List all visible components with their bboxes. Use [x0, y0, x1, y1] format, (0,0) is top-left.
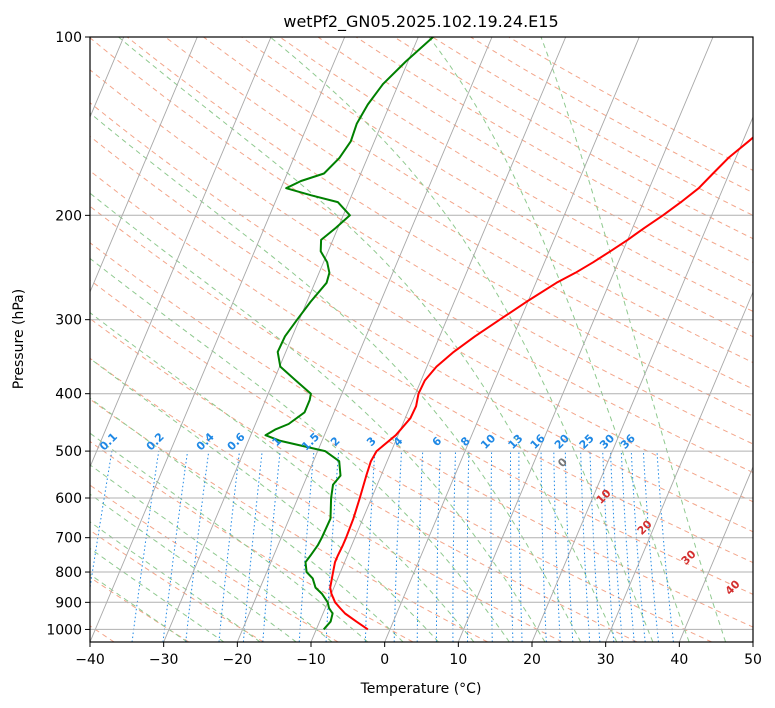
moist-adiabat-line [90, 573, 188, 642]
y-tick-label: 500 [55, 444, 82, 460]
x-axis: −40 −30 −20 −10 0 10 20 30 40 50 [75, 642, 762, 668]
moist-adiabat-line [90, 397, 404, 642]
isotherm-line [236, 37, 493, 642]
dry-adiabat-line [240, 37, 753, 338]
mixing-ratio-line [242, 451, 263, 642]
dry-adiabat-line [90, 37, 753, 445]
moist-adiabat-line [90, 112, 582, 642]
y-tick-label: 800 [55, 565, 82, 581]
moist-adiabat-line [118, 37, 618, 642]
dry-adiabat-line [90, 102, 753, 503]
moist-adiabat-line [90, 192, 546, 642]
isotherm-line [678, 465, 753, 642]
dry-adiabat-line [90, 69, 753, 474]
dry-adiabat-line [90, 205, 753, 595]
x-tick-label: 10 [449, 652, 467, 668]
dry-adiabat-line [126, 37, 753, 417]
x-axis-label: Temperature (°C) [360, 681, 482, 697]
isotherm-line [163, 37, 419, 642]
mixing-ratio-line [218, 451, 240, 642]
dry-adiabat-line [90, 357, 563, 642]
y-tick-label: 700 [55, 531, 82, 547]
dry-adiabats [90, 37, 753, 642]
mixing-ratio-line [90, 451, 113, 592]
y-axis-label: Pressure (hPa) [11, 289, 27, 389]
dry-adiabat-line [278, 37, 753, 312]
x-tick-label: −10 [296, 652, 326, 668]
isotherm-line [90, 37, 272, 469]
moist-adiabat-line [540, 37, 727, 642]
moist-adiabat-line [428, 37, 690, 642]
y-tick-label: 200 [55, 208, 82, 224]
y-tick-label: 600 [55, 491, 82, 507]
isotherm-line [457, 37, 714, 642]
isotherms [90, 37, 753, 642]
mixing-ratio-line [185, 451, 210, 642]
isobars [90, 37, 753, 630]
x-tick-label: −30 [149, 652, 179, 668]
y-tick-label: 100 [55, 30, 82, 46]
dry-adiabat-line [90, 279, 712, 642]
y-tick-label: 400 [55, 387, 82, 403]
moist-adiabats [90, 37, 727, 642]
plot-frame [89, 36, 754, 643]
mixing-ratio-line [630, 451, 646, 642]
mixing-ratio-line [262, 451, 281, 642]
isotherm-line [384, 37, 640, 642]
temperature-profile-line [329, 136, 753, 631]
dry-adiabat-line [90, 317, 638, 642]
y-axis: 100 200 300 400 500 600 700 800 900 1000 [46, 30, 90, 638]
x-tick-label: 30 [597, 652, 615, 668]
dry-adiabat-line [90, 440, 414, 642]
x-tick-label: 50 [744, 652, 762, 668]
moist-adiabat-line [90, 432, 369, 642]
mixing-ratio-line [642, 451, 659, 642]
dry-adiabat-line [393, 37, 753, 240]
moist-adiabat-line [269, 37, 654, 642]
isotherm-line [90, 37, 346, 642]
x-tick-label: −40 [75, 652, 105, 668]
mixing-ratio-line [162, 451, 189, 642]
chart-title: wetPf2_GN05.2025.102.19.24.E15 [283, 12, 558, 32]
x-tick-label: 20 [523, 652, 541, 668]
mixing-ratio-line [656, 451, 674, 642]
y-tick-label: 300 [55, 313, 82, 329]
x-tick-label: 40 [670, 652, 688, 668]
dry-adiabat-line [90, 398, 488, 642]
x-tick-label: 0 [380, 652, 389, 668]
plot-area [90, 37, 753, 642]
profile-lines [264, 37, 753, 631]
moist-adiabat-line [90, 547, 225, 642]
mixing-ratio-line [298, 451, 315, 642]
isotherm-line [310, 37, 567, 642]
isotherm-line [90, 37, 198, 294]
dry-adiabat-line [90, 242, 753, 628]
dry-adiabat-line [507, 37, 753, 171]
x-tick-label: −20 [223, 652, 253, 668]
moist-adiabat-line [90, 257, 510, 642]
y-tick-label: 1000 [46, 622, 82, 638]
moist-adiabat-line [90, 464, 333, 642]
dry-adiabat-line [90, 170, 753, 564]
isotherm-line [605, 290, 753, 642]
dry-adiabat-line [90, 529, 264, 642]
dewpoint-profile-line [264, 37, 434, 631]
y-tick-label: 900 [55, 595, 82, 611]
isotherm-line [531, 115, 753, 642]
